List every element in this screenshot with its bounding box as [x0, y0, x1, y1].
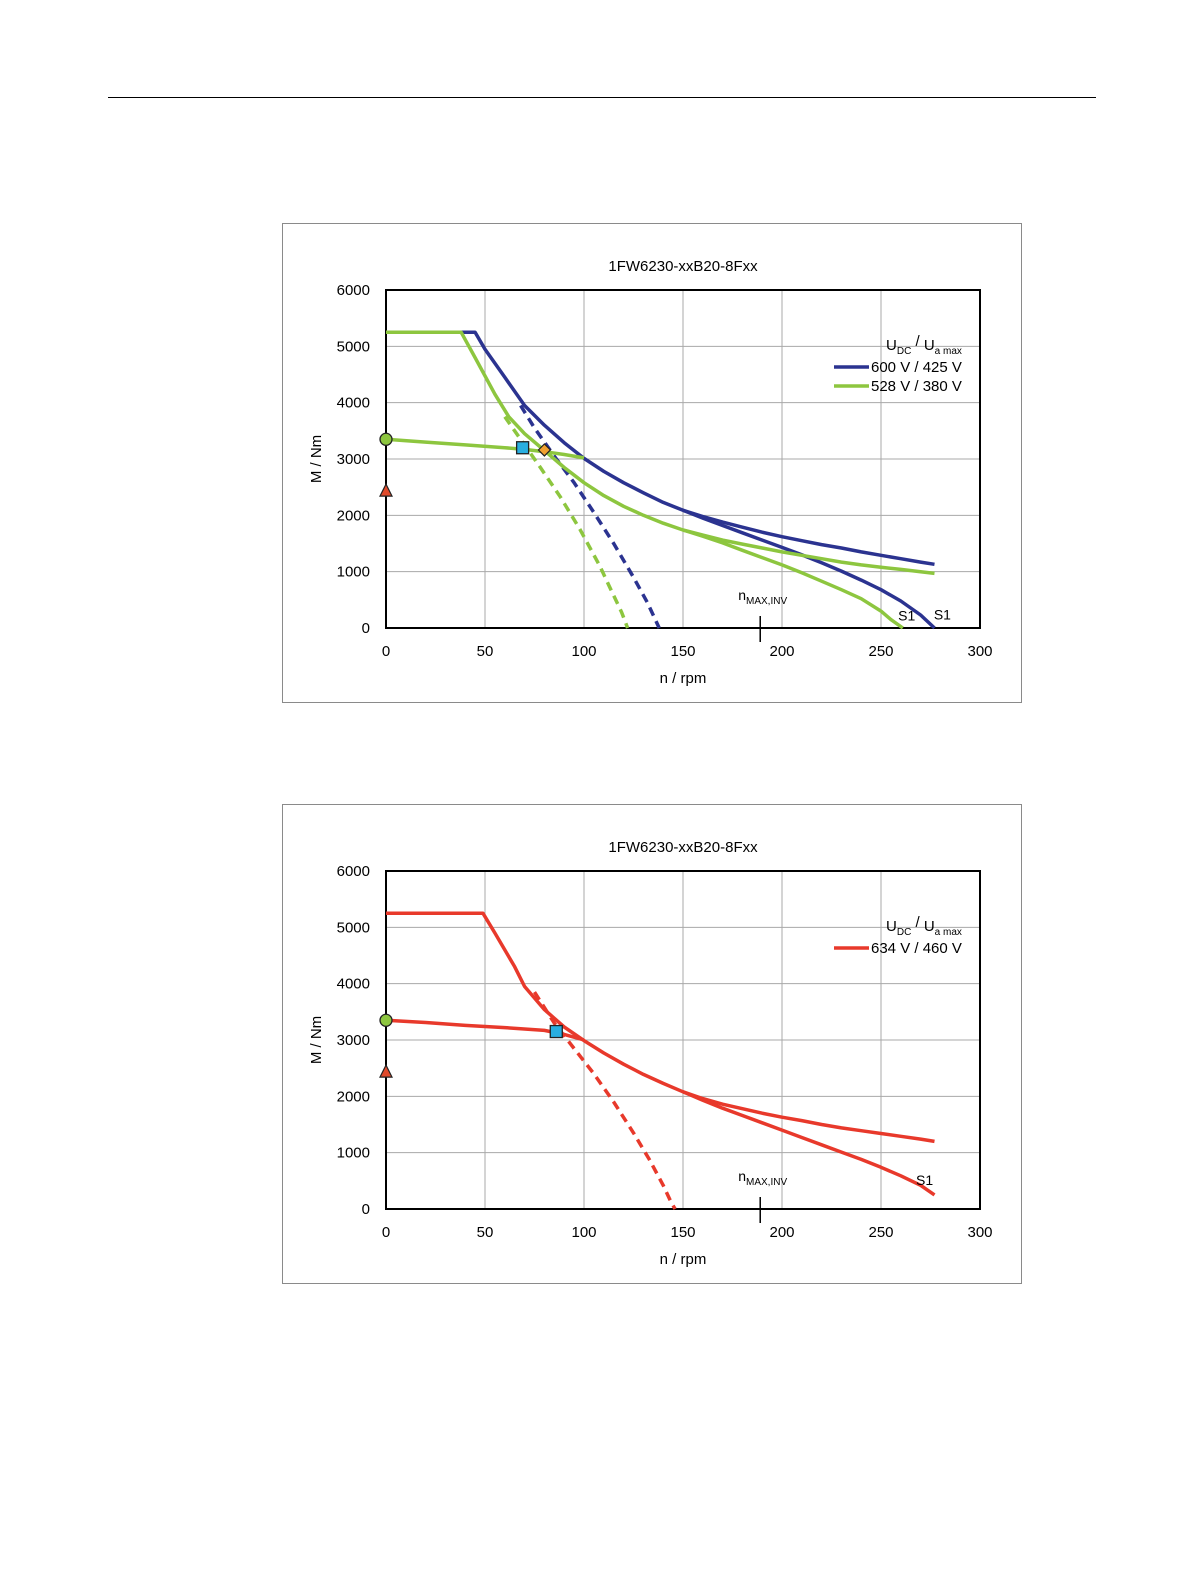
s1-label: S1 — [934, 607, 951, 623]
square-marker — [515, 441, 530, 455]
y-tick-label: 1000 — [337, 564, 370, 581]
series-line — [533, 991, 677, 1210]
x-tick-label: 200 — [769, 1224, 794, 1241]
y-tick-label: 5000 — [337, 919, 370, 936]
x-tick-label: 250 — [868, 643, 893, 660]
y-tick-label: 1000 — [337, 1145, 370, 1162]
legend-entry: 600 V / 425 V — [871, 359, 962, 376]
legend-header: UDC / Ua max — [886, 333, 962, 357]
y-tick-label: 6000 — [337, 282, 370, 299]
s1-label: S1 — [916, 1172, 933, 1188]
y-tick-label: 2000 — [337, 507, 370, 524]
y-tick-label: 0 — [362, 620, 370, 637]
y-axis-label: M / Nm — [308, 1016, 325, 1064]
series-line — [386, 330, 936, 630]
diamond-marker — [537, 443, 552, 457]
series-line — [682, 508, 935, 567]
y-tick-label: 3000 — [337, 1032, 370, 1049]
x-tick-label: 300 — [967, 643, 992, 660]
x-tick-label: 150 — [670, 643, 695, 660]
y-tick-label: 4000 — [337, 395, 370, 412]
x-tick-label: 50 — [477, 643, 494, 660]
x-tick-label: 50 — [477, 1224, 494, 1241]
x-tick-label: 150 — [670, 1224, 695, 1241]
chart-frame-2: 1FW6230-xxB20-8Fxx 0 50 100 150 200 250 300 0 100… — [282, 804, 1022, 1284]
square-marker — [549, 1024, 563, 1039]
x-tick-label: 0 — [382, 1224, 390, 1241]
y-tick-label: 3000 — [337, 451, 370, 468]
x-tick-label: 200 — [769, 643, 794, 660]
x-tick-label: 0 — [382, 643, 390, 660]
y-axis-label: M / Nm — [308, 435, 325, 483]
plot-area-border — [385, 870, 981, 1210]
x-tick-label: 300 — [967, 1224, 992, 1241]
page-top-rule — [108, 97, 1096, 98]
y-tick-label: 6000 — [337, 863, 370, 880]
series-line — [386, 330, 904, 630]
s1-label: S1 — [898, 608, 915, 624]
x-tick-label: 100 — [571, 643, 596, 660]
series-line — [519, 404, 661, 629]
chart-title: 1FW6230-xxB20-8Fxx — [608, 258, 758, 275]
series-line — [385, 1018, 585, 1042]
series-line — [385, 437, 585, 460]
y-tick-label: 2000 — [337, 1088, 370, 1105]
x-axis-label: n / rpm — [660, 670, 707, 687]
nmax-label: nMAX,INV — [738, 587, 787, 607]
series-line — [682, 1090, 935, 1144]
y-tick-label: 0 — [362, 1201, 370, 1218]
triangle-marker — [379, 482, 393, 497]
y-tick-label: 5000 — [337, 338, 370, 355]
chart-title: 1FW6230-xxB20-8Fxx — [608, 839, 758, 856]
y-tick-label: 4000 — [337, 976, 370, 993]
triangle-marker — [379, 1063, 393, 1078]
x-axis-label: n / rpm — [660, 1251, 707, 1268]
plot-area-border — [385, 289, 981, 629]
x-tick-label: 250 — [868, 1224, 893, 1241]
x-tick-label: 100 — [571, 1224, 596, 1241]
legend-header: UDC / Ua max — [886, 914, 962, 938]
circle-marker — [379, 1013, 393, 1027]
nmax-label: nMAX,INV — [738, 1168, 787, 1188]
legend-entry: 634 V / 460 V — [871, 940, 962, 957]
legend-entry: 528 V / 380 V — [871, 378, 962, 395]
chart-frame-1: 1FW6230-xxB20-8Fxx 0 50 100 150 200 250 300 0 100… — [282, 223, 1022, 703]
circle-marker — [379, 432, 393, 446]
series-line — [682, 528, 935, 576]
